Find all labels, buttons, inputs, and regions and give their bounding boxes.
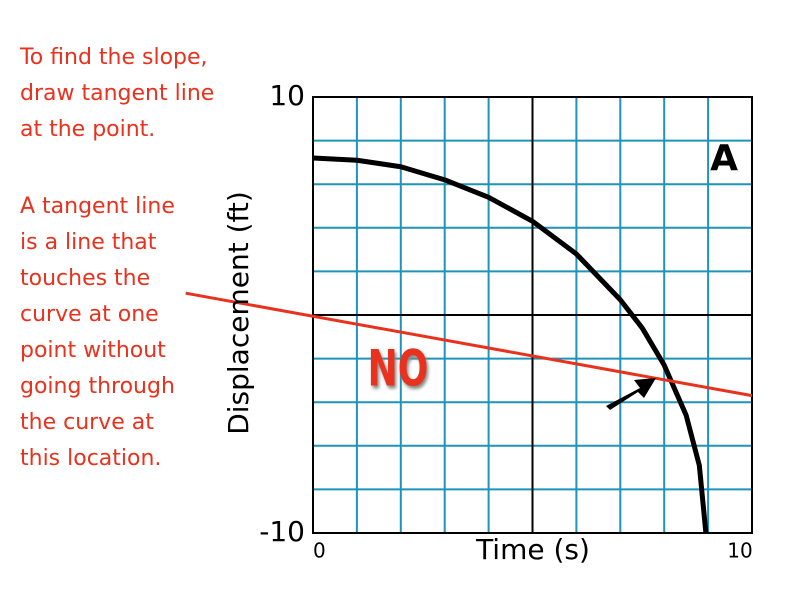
x-tick-label: 10 <box>727 539 752 563</box>
note-line: the curve at <box>20 410 154 435</box>
notes: To find the slope, draw tangent line at th… <box>19 45 214 471</box>
note-line: at the point. <box>20 117 155 142</box>
note-line: touches the <box>20 266 150 291</box>
arrow <box>606 378 656 410</box>
y-axis-label: Displacement (ft) <box>222 191 255 435</box>
x-axis-label: Time (s) <box>475 533 590 566</box>
note-line: this location. <box>20 446 161 471</box>
y-tick-label: 10 <box>269 79 305 112</box>
marks <box>185 155 753 534</box>
no-annotation: NO <box>368 339 429 398</box>
panel-label: A <box>710 138 738 179</box>
note-line: curve at one <box>20 302 159 327</box>
note-line: point without <box>20 338 166 363</box>
note-line: is a line that <box>20 230 157 255</box>
note-line: A tangent line <box>20 194 175 219</box>
note-line: going through <box>20 374 175 399</box>
note-line: To find the slope, <box>19 45 208 70</box>
grid: -10 10 0 10 <box>259 79 752 563</box>
series-line <box>312 155 709 534</box>
x-tick-label: 0 <box>313 539 326 563</box>
series-line <box>185 291 753 398</box>
note-line: draw tangent line <box>20 81 214 106</box>
y-tick-label: -10 <box>259 515 305 548</box>
